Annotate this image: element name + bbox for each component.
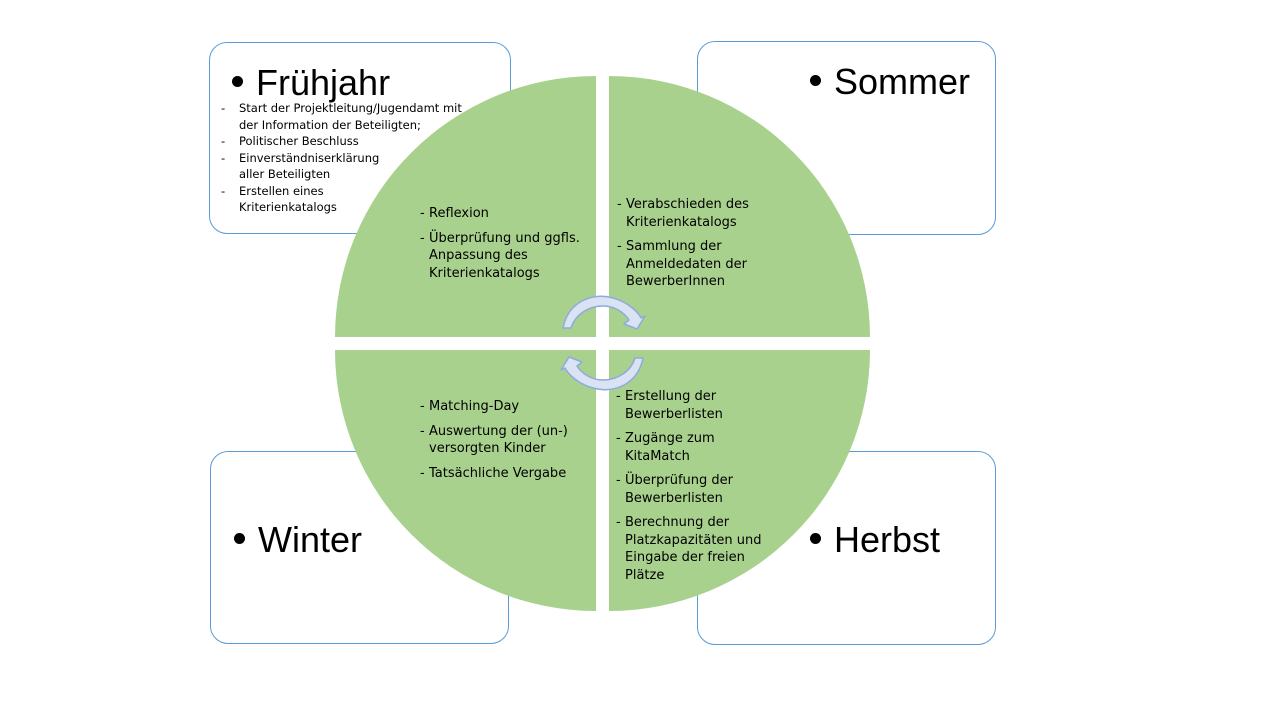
season-label: Sommer [834,61,971,102]
quadrant-item: Matching-Day [420,398,590,416]
cycle-arrow-icon [560,356,644,391]
spring-note: Start der Projektleitung/Jugendamt mit d… [221,100,471,133]
quadrant-item: Sammlung der Anmeldedaten der BewerberIn… [617,238,767,291]
spring-notes: Start der Projektleitung/Jugendamt mit d… [221,100,471,216]
quadrant-item: Erstellung der Bewerberlisten [616,388,745,423]
quadrant-bottom-right-text: Erstellung der Bewerberlisten Zugänge zu… [616,388,781,591]
bullet-icon [810,74,821,86]
quadrant-item: Überprüfung der Bewerberlisten [616,472,755,507]
spring-note: Einverständniserklärung aller Beteiligte… [221,150,389,183]
cycle-arrow-icon [562,295,646,330]
quadrant-item: Auswertung der (un-) versorgten Kinder [420,423,569,458]
quadrant-bottom-left-text: Matching-Day Auswertung der (un-) versor… [420,398,590,489]
bullet-icon [810,532,821,544]
quadrant-item: Überprüfung und ggfls. Anpassung des Kri… [420,230,590,283]
quadrant-item: Verabschieden des Kriterienkatalogs [617,196,767,231]
bullet-icon [234,532,245,544]
season-label: Winter [258,519,363,560]
quadrant-item: Berechnung der Platzkapazitäten und Eing… [616,514,775,584]
quadrant-item: Zugänge zum KitaMatch [616,430,781,465]
season-label: Frühjahr [256,62,391,103]
bullet-icon [232,75,243,87]
season-label: Herbst [834,519,941,560]
quadrant-item: Reflexion [420,205,590,223]
season-title-winter: Winter [234,519,362,561]
quadrant-item: Tatsächliche Vergabe [420,465,590,483]
quadrant-top-left-text: Reflexion Überprüfung und ggfls. Anpassu… [420,205,590,289]
quadrant-top-right-text: Verabschieden des Kriterienkatalogs Samm… [617,196,767,298]
spring-note: Politischer Beschluss [221,133,471,150]
season-title-summer: Sommer [810,61,970,103]
season-title-spring: Frühjahr [232,62,390,104]
season-title-autumn: Herbst [810,519,940,561]
spring-note: Erstellen eines Kriterienkatalogs [221,183,349,216]
